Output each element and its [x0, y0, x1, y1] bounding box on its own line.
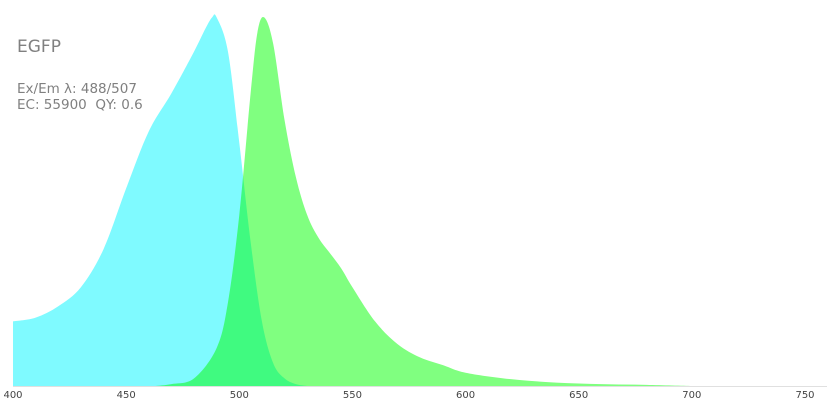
ec-qy-annotation: EC: 55900 QY: 0.6: [17, 97, 143, 113]
emission-spectrum-area: [155, 16, 692, 387]
spectra-areas: [13, 14, 692, 387]
x-tick-label-550: 550: [343, 390, 362, 401]
x-tick-label-700: 700: [682, 390, 701, 401]
chart-title: EGFP: [17, 37, 61, 57]
x-tick-label-600: 600: [456, 390, 475, 401]
ex-em-annotation: Ex/Em λ: 488/507: [17, 81, 137, 97]
x-tick-label-750: 750: [795, 390, 814, 401]
x-tick-label-400: 400: [3, 390, 22, 401]
x-axis-ticks: 400 450 500 550 600 650 700 750: [3, 390, 814, 401]
x-tick-label-650: 650: [569, 390, 588, 401]
x-tick-label-500: 500: [230, 390, 249, 401]
x-tick-label-450: 450: [117, 390, 136, 401]
